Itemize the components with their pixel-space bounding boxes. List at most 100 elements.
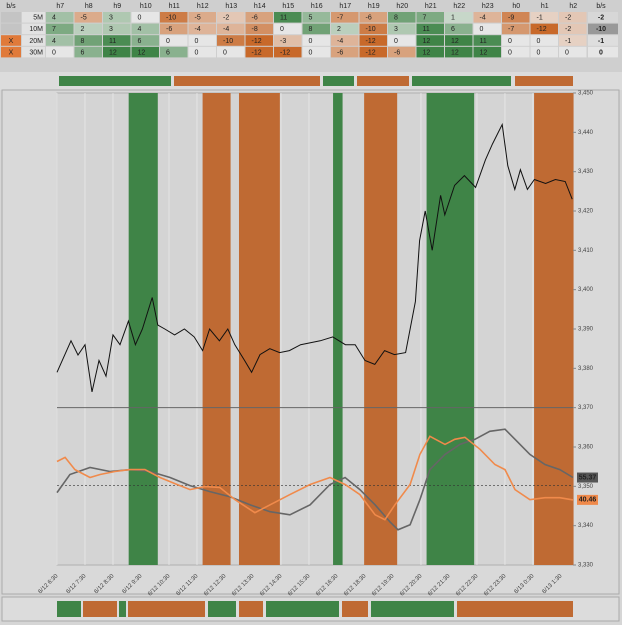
last-value-box <box>577 494 598 505</box>
total-cell <box>588 46 618 58</box>
signal-band <box>426 93 475 565</box>
cell-value: 8 <box>81 38 85 45</box>
row-total: -2 <box>598 15 604 22</box>
cell-value: -6 <box>394 49 400 56</box>
signal-band <box>238 93 280 565</box>
cell <box>245 12 273 23</box>
cell-value: -12 <box>252 38 262 45</box>
cell <box>331 35 359 46</box>
cell <box>46 46 74 58</box>
cell <box>388 12 416 23</box>
cell <box>559 46 587 58</box>
y-tick-label: 3,360 <box>578 445 594 451</box>
cell <box>445 35 473 46</box>
cell <box>416 12 444 23</box>
cell-value: -10 <box>223 38 233 45</box>
row-label: 20M <box>29 38 43 45</box>
cell <box>274 23 302 35</box>
cell-value: -4 <box>337 38 343 45</box>
cell-value: 12 <box>138 49 146 56</box>
cell-value: 0 <box>508 49 512 56</box>
cell <box>74 12 102 23</box>
cell-value: 0 <box>280 26 284 33</box>
strip-segment <box>59 76 171 86</box>
cell-value: -5 <box>195 15 201 22</box>
cell <box>188 12 216 23</box>
cell-value: -2 <box>223 15 229 22</box>
strip-segment <box>357 76 409 86</box>
header-label: h0 <box>512 3 520 10</box>
cell <box>473 12 501 23</box>
cell-value: 11 <box>109 38 116 45</box>
cell-value: 0 <box>195 38 199 45</box>
header-label: b/s <box>596 3 606 10</box>
cell <box>331 12 359 23</box>
row-flag: X <box>9 38 14 45</box>
row-label: 10M <box>29 26 43 33</box>
header-label: h19 <box>368 3 380 10</box>
cell-value: 0 <box>309 49 313 56</box>
header-label: h2 <box>569 3 577 10</box>
label-cell <box>22 35 45 46</box>
cell-value: 12 <box>423 49 431 56</box>
header-label: h11 <box>169 3 180 10</box>
cell <box>74 23 102 35</box>
cell-value: 8 <box>309 26 313 33</box>
cell-value: 4 <box>52 38 56 45</box>
cell <box>46 23 74 35</box>
cell-value: -4 <box>223 26 229 33</box>
cell <box>502 35 530 46</box>
series-line <box>56 435 574 521</box>
cell-value: -4 <box>195 26 201 33</box>
cell-value: 2 <box>337 26 341 33</box>
header-label: h23 <box>482 3 494 10</box>
series-line <box>56 122 573 393</box>
cell <box>559 23 587 35</box>
cell <box>445 12 473 23</box>
cell <box>131 23 159 35</box>
signal-band <box>128 93 158 565</box>
cell-value: 3 <box>394 26 398 33</box>
cell-value: 3 <box>109 26 113 33</box>
label-cell <box>22 46 45 58</box>
header-label: h14 <box>254 3 266 10</box>
strip-segment <box>323 76 354 86</box>
cell-value: 0 <box>309 38 313 45</box>
cell <box>445 46 473 58</box>
signal-band <box>364 93 398 565</box>
cell <box>416 35 444 46</box>
last-value-box <box>577 472 598 483</box>
cell <box>46 35 74 46</box>
cell <box>103 46 131 58</box>
strip-segment <box>371 601 454 617</box>
cell-value: 5 <box>309 15 313 22</box>
last-value-label: 40.46 <box>579 497 597 504</box>
cell <box>359 12 387 23</box>
cell <box>302 46 330 58</box>
cell <box>473 23 501 35</box>
header-label: h7 <box>56 3 64 10</box>
cell-value: 6 <box>451 26 455 33</box>
last-value-label: 55.37 <box>579 474 597 481</box>
cell-value: 2 <box>81 26 85 33</box>
cell-value: -6 <box>252 15 258 22</box>
y-tick-label: 3,450 <box>578 91 594 97</box>
cell <box>530 23 558 35</box>
cell <box>217 46 245 58</box>
cell <box>160 35 188 46</box>
cell <box>530 12 558 23</box>
y-tick-label: 3,440 <box>578 130 594 136</box>
header-label: h21 <box>425 3 437 10</box>
cell-value: 7 <box>52 26 56 33</box>
cell <box>103 23 131 35</box>
cell <box>160 12 188 23</box>
cell-value: -12 <box>537 26 547 33</box>
header-label: h8 <box>85 3 93 10</box>
header-label: h17 <box>339 3 351 10</box>
cell <box>131 35 159 46</box>
row-label: 30M <box>29 49 43 56</box>
cell-value: -8 <box>252 26 258 33</box>
cell <box>103 12 131 23</box>
cell <box>274 46 302 58</box>
